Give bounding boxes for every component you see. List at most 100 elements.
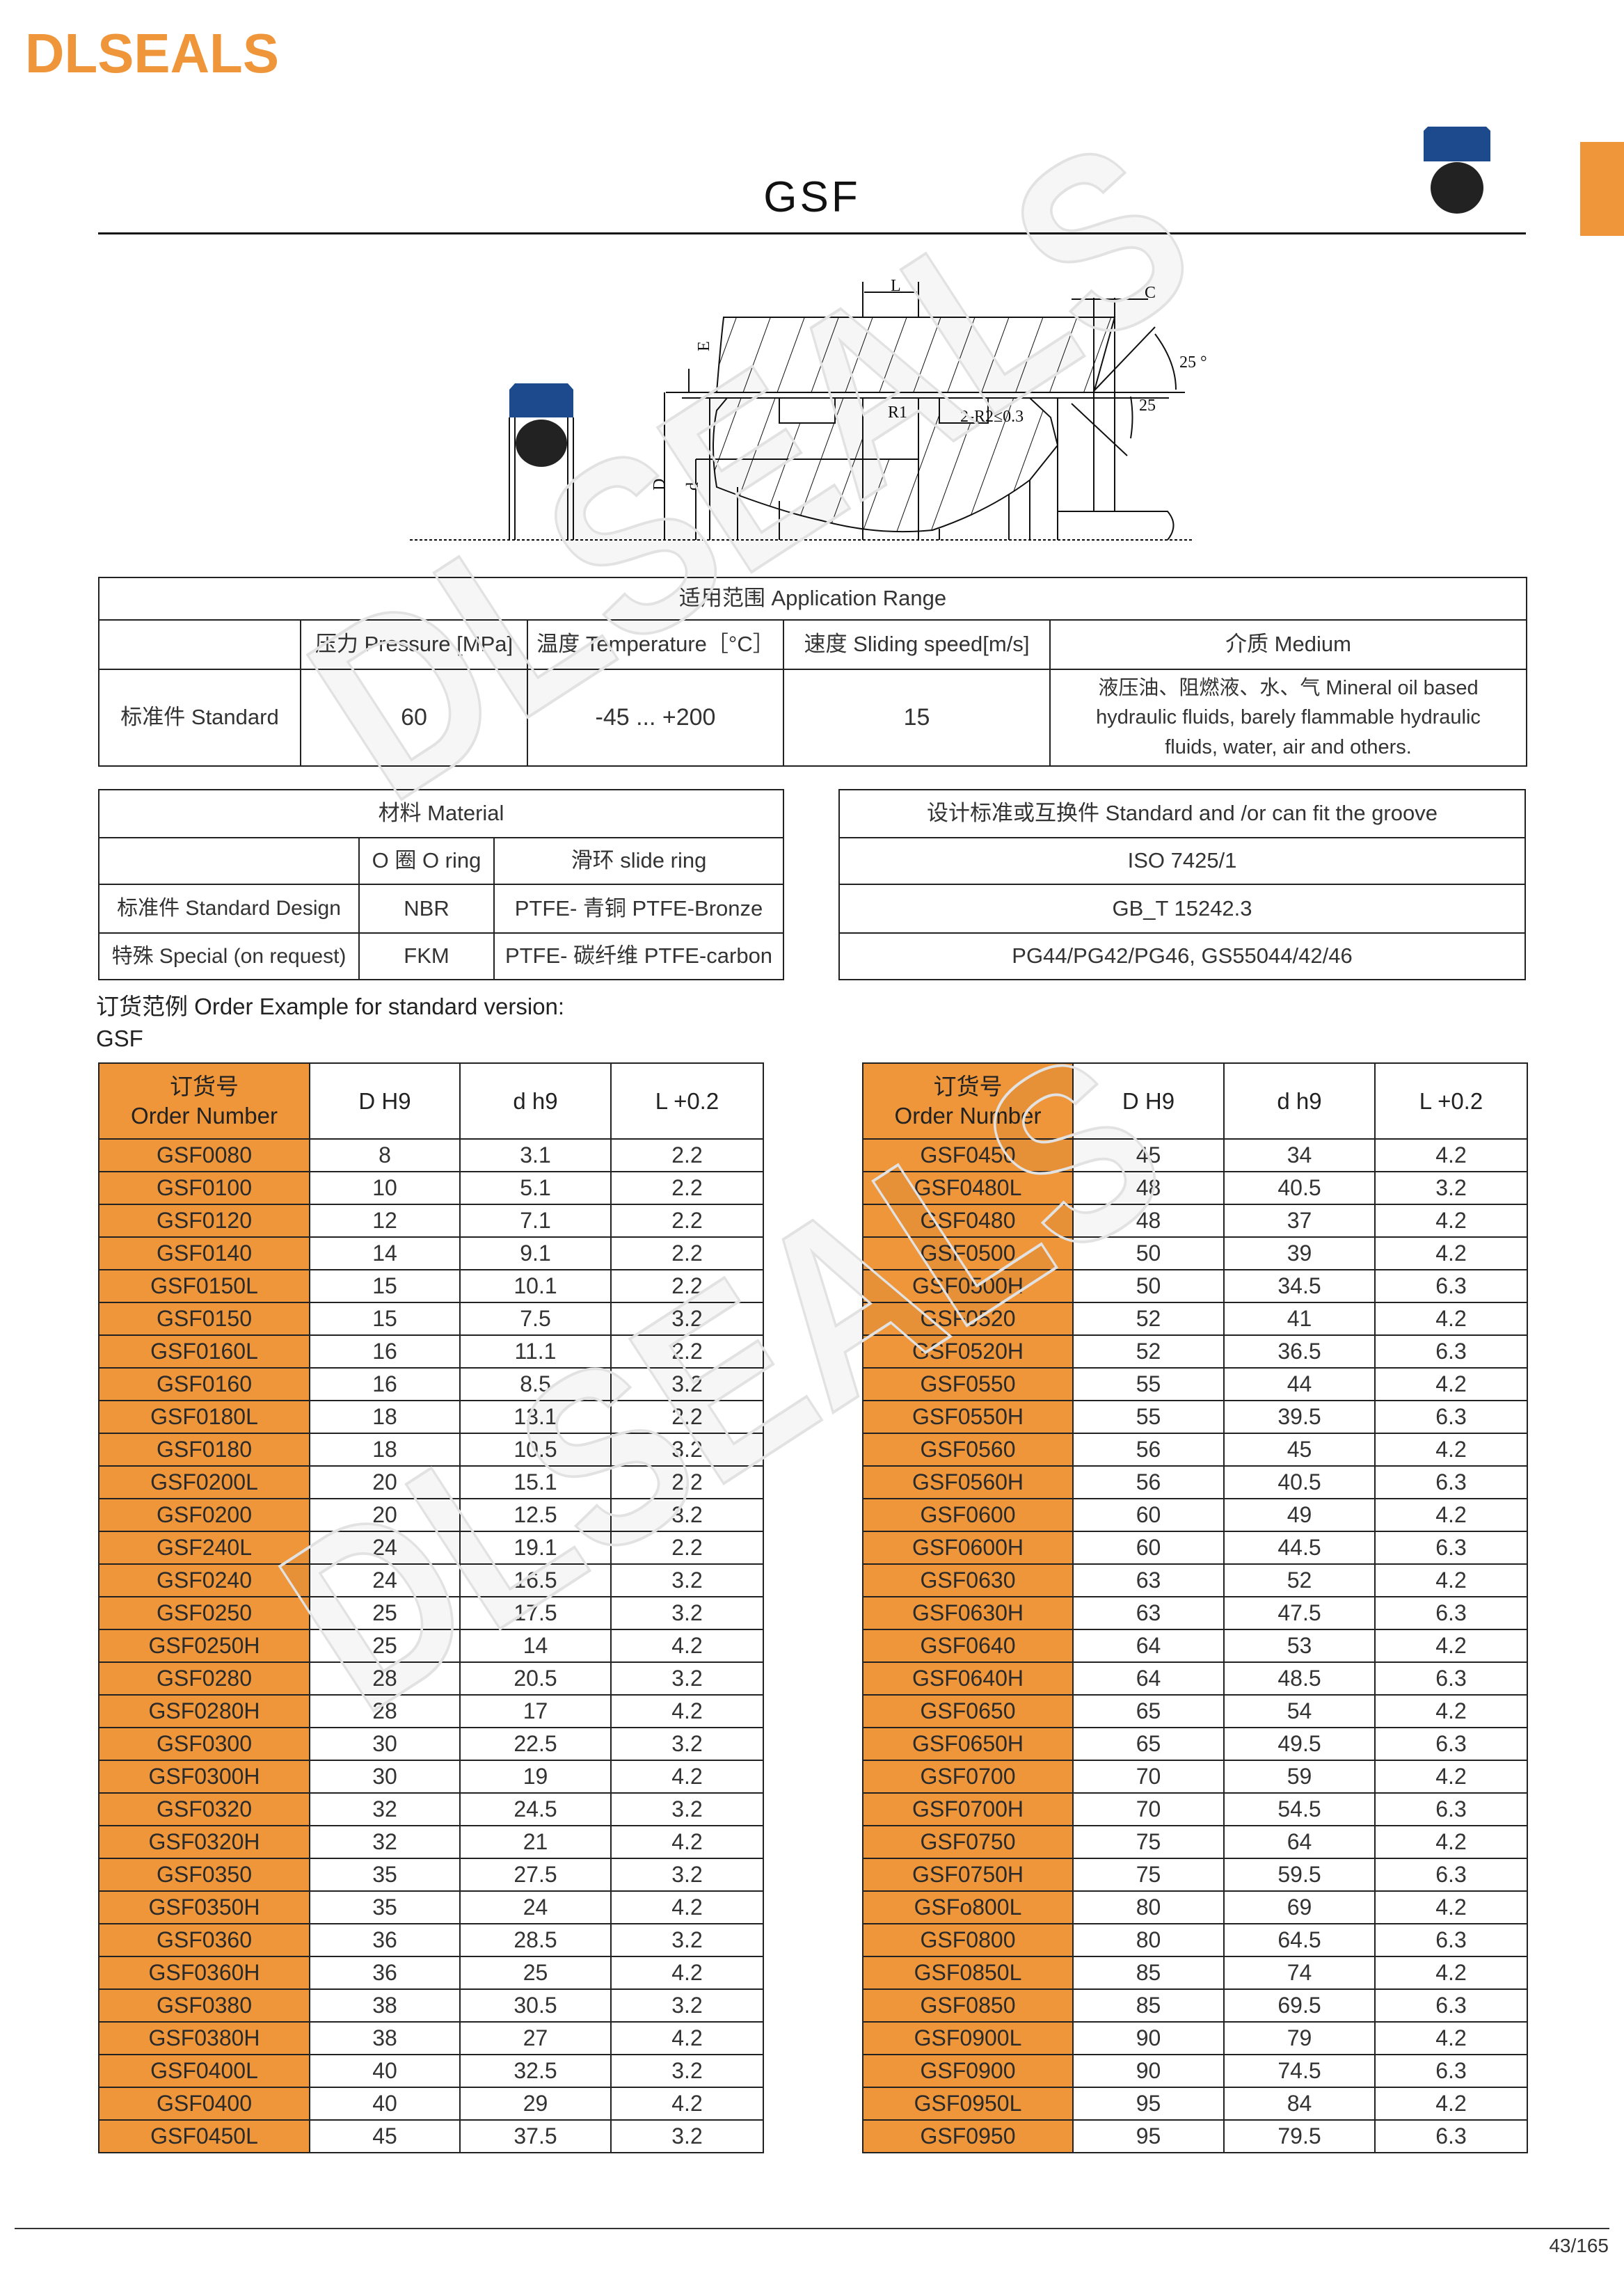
order-number-cell: GSF0280H [98, 1694, 310, 1728]
l-cell: 2.2 [610, 1236, 764, 1270]
col-order-number: 订货号 Order Number [862, 1062, 1074, 1140]
table-row: GSF0200 20 12.5 3.2 [98, 1498, 764, 1532]
d-h9-cell: 20 [309, 1498, 461, 1532]
d-h9-cell: 24 [309, 1563, 461, 1597]
seal-profile-icon [1424, 127, 1490, 214]
order-number-cell: GSF0160 [98, 1367, 310, 1401]
d-h9-cell: 85 [1072, 1956, 1225, 1990]
table-row: GSF240L 24 19.1 2.2 [98, 1531, 764, 1565]
d-lower-h9-cell: 69.5 [1223, 1988, 1376, 2023]
d-lower-h9-cell: 34.5 [1223, 1269, 1376, 1303]
order-number-cell: GSF0400L [98, 2054, 310, 2088]
dim-label-D: D [651, 479, 669, 491]
order-number-cell: GSF0100 [98, 1171, 310, 1205]
table-row: GSF0630H 63 47.5 6.3 [862, 1596, 1528, 1630]
d-h9-cell: 75 [1072, 1825, 1225, 1859]
d-h9-cell: 95 [1072, 2087, 1225, 2121]
d-lower-h9-cell: 32.5 [459, 2054, 612, 2088]
d-lower-h9-cell: 24.5 [459, 1792, 612, 1826]
l-cell: 4.2 [1374, 1563, 1528, 1597]
order-number-cell: GSF0360H [98, 1956, 310, 1990]
l-cell: 4.2 [1374, 1367, 1528, 1401]
d-h9-cell: 90 [1072, 2021, 1225, 2055]
order-number-cell: GSF0520 [862, 1302, 1074, 1336]
order-number-cell: GSF0750H [862, 1858, 1074, 1892]
standards-heading: 设计标准或互换件 Standard and /or can fit the gr… [838, 789, 1526, 838]
l-cell: 2.2 [610, 1400, 764, 1434]
table-row: GSF0300 30 22.5 3.2 [98, 1727, 764, 1761]
order-number-cell: GSF0480 [862, 1204, 1074, 1238]
l-cell: 6.3 [1374, 2054, 1528, 2088]
d-h9-cell: 32 [309, 1825, 461, 1859]
order-number-cell: GSF0350 [98, 1858, 310, 1892]
d-h9-cell: 80 [1072, 1890, 1225, 1924]
order-number-cell: GSF0500 [862, 1236, 1074, 1270]
order-number-cell: GSF0700H [862, 1792, 1074, 1826]
l-cell: 6.3 [1374, 2119, 1528, 2153]
order-example-value: GSF [96, 1026, 143, 1051]
l-cell: 4.2 [610, 1825, 764, 1859]
d-lower-h9-cell: 27.5 [459, 1858, 612, 1892]
d-h9-cell: 85 [1072, 1988, 1225, 2023]
col-pressure: 压力 Pressure [MPa] [300, 619, 528, 670]
table-row: GSF0450L 45 37.5 3.2 [98, 2119, 764, 2153]
d-lower-h9-cell: 44 [1223, 1367, 1376, 1401]
order-number-cell: GSF0560 [862, 1433, 1074, 1467]
angle-label-top: 25 ° [1179, 353, 1207, 372]
l-cell: 4.2 [610, 1760, 764, 1794]
l-cell: 4.2 [610, 1956, 764, 1990]
d-h9-cell: 14 [309, 1236, 461, 1270]
d-lower-h9-cell: 30.5 [459, 1988, 612, 2023]
order-number-cell: GSF0300 [98, 1727, 310, 1761]
d-lower-h9-cell: 22.5 [459, 1727, 612, 1761]
l-cell: 4.2 [610, 1694, 764, 1728]
slide-material: PTFE- 碳纤维 PTFE-carbon [493, 932, 784, 980]
medium-value: 液压油、阻燃液、水、气 Mineral oil based hydraulic … [1049, 669, 1528, 767]
page-title: GSF [763, 173, 861, 221]
table-row: GSF0320 32 24.5 3.2 [98, 1792, 764, 1826]
l-cell: 2.2 [610, 1138, 764, 1172]
table-row: GSF0500H 50 34.5 6.3 [862, 1269, 1528, 1303]
d-h9-cell: 28 [309, 1694, 461, 1728]
l-cell: 4.2 [610, 1629, 764, 1663]
d-lower-h9-cell: 41 [1223, 1302, 1376, 1336]
d-h9-cell: 63 [1072, 1563, 1225, 1597]
l-cell: 6.3 [1374, 1400, 1528, 1434]
col-d-lower-h9: d h9 [1223, 1062, 1376, 1140]
l-cell: 4.2 [1374, 1138, 1528, 1172]
l-cell: 4.2 [1374, 2087, 1528, 2121]
l-cell: 4.2 [1374, 1825, 1528, 1859]
table-row: GSF0180L 18 13.1 2.2 [98, 1400, 764, 1434]
l-cell: 3.2 [610, 1498, 764, 1532]
l-cell: 3.2 [610, 1302, 764, 1336]
d-h9-cell: 50 [1072, 1269, 1225, 1303]
l-cell: 4.2 [1374, 1760, 1528, 1794]
d-lower-h9-cell: 36.5 [1223, 1334, 1376, 1369]
dim-label-E: E [695, 341, 713, 351]
section-tab [1580, 142, 1624, 236]
table-row: GSF0300H 30 19 4.2 [98, 1760, 764, 1794]
d-h9-cell: 25 [309, 1629, 461, 1663]
order-number-cell: GSF0640H [862, 1661, 1074, 1696]
d-h9-cell: 90 [1072, 2054, 1225, 2088]
svg-text:DLSEALS: DLSEALS [25, 28, 279, 78]
table-row: GSF0850 85 69.5 6.3 [862, 1988, 1528, 2023]
order-number-cell: GSF0600H [862, 1531, 1074, 1565]
table-row: GSF0160 16 8.5 3.2 [98, 1367, 764, 1401]
l-cell: 3.2 [610, 1367, 764, 1401]
d-h9-cell: 45 [309, 2119, 461, 2153]
application-range-table: 适用范围 Application Range 压力 Pressure [MPa]… [97, 577, 1528, 767]
d-lower-h9-cell: 54.5 [1223, 1792, 1376, 1826]
d-h9-cell: 10 [309, 1171, 461, 1205]
d-h9-cell: 32 [309, 1792, 461, 1826]
d-h9-cell: 30 [309, 1727, 461, 1761]
order-number-cell: GSF0380 [98, 1988, 310, 2023]
d-h9-cell: 70 [1072, 1760, 1225, 1794]
d-lower-h9-cell: 19.1 [459, 1531, 612, 1565]
order-number-cell: GSF0450 [862, 1138, 1074, 1172]
d-lower-h9-cell: 19 [459, 1760, 612, 1794]
l-cell: 6.3 [1374, 1334, 1528, 1369]
radius-label-r1: R1 [888, 404, 907, 422]
table-row: GSF0640 64 53 4.2 [862, 1629, 1528, 1663]
l-cell: 3.2 [610, 1661, 764, 1696]
